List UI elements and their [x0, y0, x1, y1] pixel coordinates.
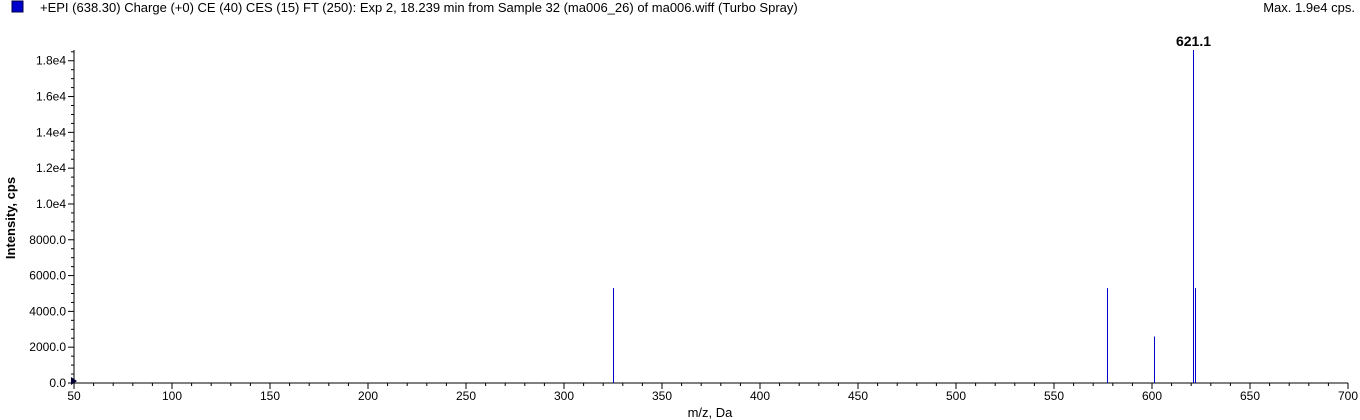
y-tick-label: 1.4e4 — [36, 125, 66, 139]
x-tick-label: 100 — [162, 389, 182, 403]
x-tick-label: 150 — [260, 389, 280, 403]
y-axis-label: Intensity, cps — [3, 177, 18, 259]
origin-marker — [71, 377, 77, 385]
max-intensity-label: Max. 1.9e4 cps. — [1263, 0, 1355, 15]
x-tick-label: 300 — [554, 389, 574, 403]
x-tick-label: 500 — [946, 389, 966, 403]
x-tick-label: 200 — [358, 389, 378, 403]
x-axis-label: m/z, Da — [688, 405, 734, 420]
x-tick-label: 650 — [1240, 389, 1260, 403]
x-tick-label: 550 — [1044, 389, 1064, 403]
y-tick-label: 6000.0 — [29, 269, 66, 283]
x-tick-label: 450 — [848, 389, 868, 403]
x-tick-label: 400 — [750, 389, 770, 403]
x-tick-label: 600 — [1142, 389, 1162, 403]
plot-area: 50 100 150 200 250 300 350 400 450 500 550 600 650 70… — [29, 33, 1358, 403]
x-tick-label: 50 — [67, 389, 81, 403]
y-tick-label: 4000.0 — [29, 304, 66, 318]
y-tick-label: 2000.0 — [29, 340, 66, 354]
x-tick-label: 250 — [456, 389, 476, 403]
x-tick-label: 700 — [1338, 389, 1358, 403]
y-tick-label: 1.0e4 — [36, 197, 66, 211]
y-tick-label: 1.8e4 — [36, 54, 66, 68]
x-tick-label: 350 — [652, 389, 672, 403]
y-tick-label: 1.2e4 — [36, 161, 66, 175]
spectrum-title: +EPI (638.30) Charge (+0) CE (40) CES (1… — [40, 0, 798, 15]
y-tick-label: 0.0 — [49, 376, 66, 390]
y-tick-label: 1.6e4 — [36, 90, 66, 104]
y-tick-label: 8000.0 — [29, 233, 66, 247]
legend-swatch — [11, 0, 24, 13]
peak-label: 621.1 — [1176, 33, 1211, 49]
